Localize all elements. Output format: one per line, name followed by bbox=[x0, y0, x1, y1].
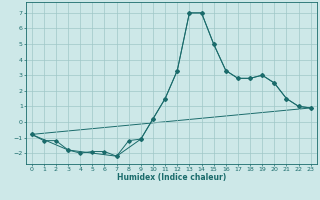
X-axis label: Humidex (Indice chaleur): Humidex (Indice chaleur) bbox=[116, 173, 226, 182]
